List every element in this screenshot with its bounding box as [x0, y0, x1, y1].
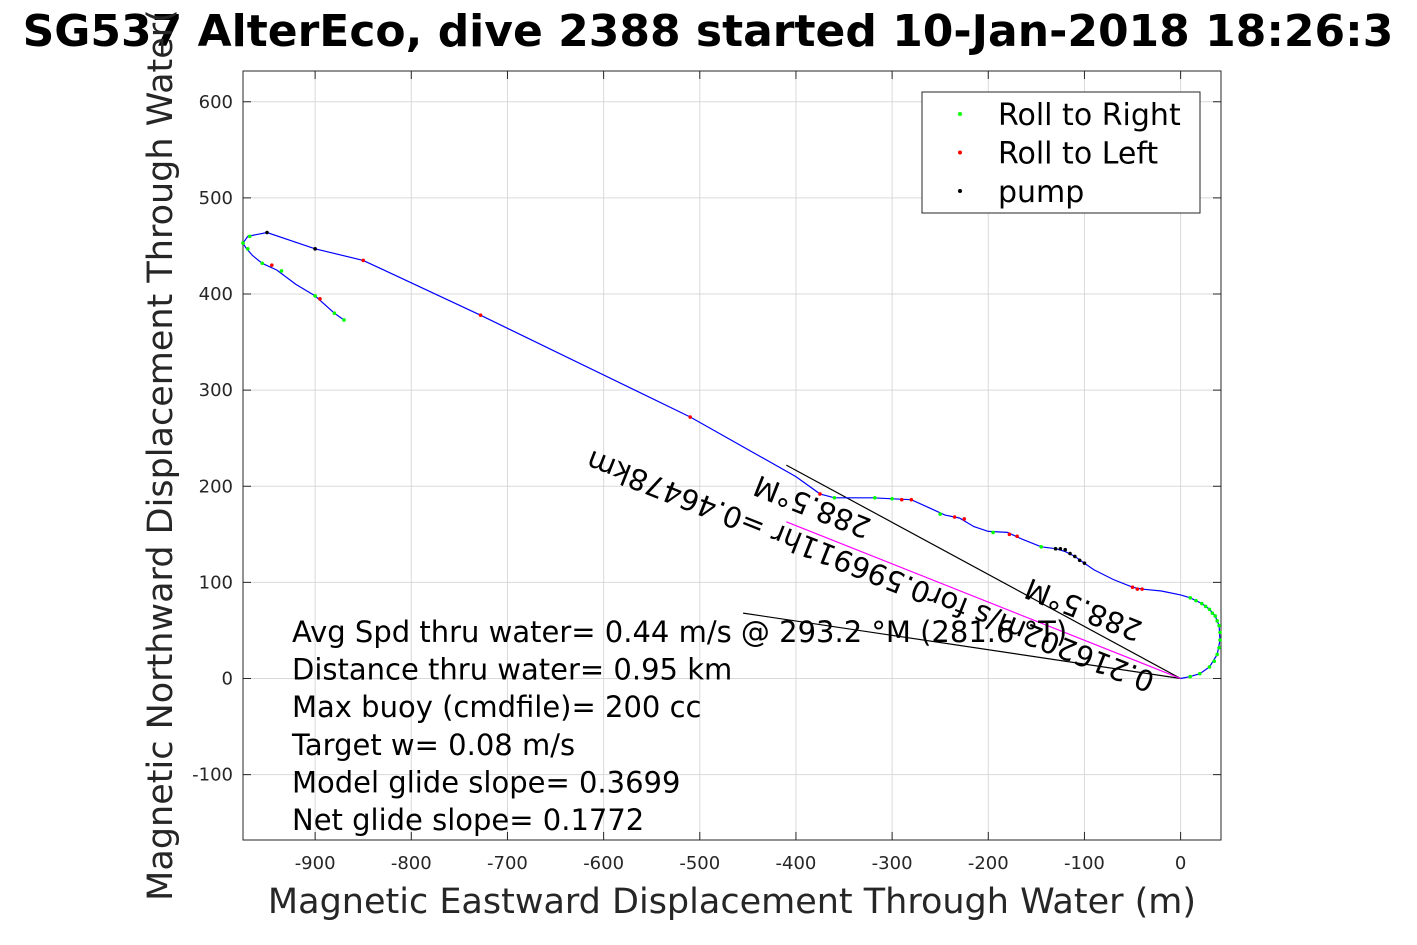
y-tick-label: 300: [199, 380, 233, 401]
grid: [243, 71, 1221, 840]
bearing-line: [743, 612, 1181, 680]
roll-to-left-point: [1140, 587, 1144, 591]
x-tick-label: -200: [968, 853, 1009, 874]
roll-to-right-point: [1213, 614, 1218, 618]
x-tick-label: -100: [1064, 853, 1105, 874]
roll-to-right-point: [313, 294, 317, 298]
stats-line: Target w= 0.08 m/s: [291, 728, 575, 762]
roll-to-right-point: [1188, 674, 1193, 679]
roll-to-left-point: [952, 515, 957, 519]
x-axis: -900 -800 -700 -600 -500 -400 -300 -200 -100 0: [295, 71, 1186, 874]
roll-to-right-point: [1199, 601, 1204, 606]
pump-point: [1063, 547, 1068, 552]
roll-to-right-point: [890, 496, 894, 501]
chart-title: SG537 AlterEco, dive 2388 started 10-Jan…: [23, 6, 1394, 57]
stats-annotation: Avg Spd thru water= 0.44 m/s @ 293.2 °M …: [291, 615, 1067, 837]
roll-to-right-point: [1217, 623, 1221, 628]
roll-to-right-point: [1207, 665, 1212, 669]
roll-to-right-point: [1215, 619, 1219, 623]
x-tick-label: -700: [487, 853, 528, 874]
roll-to-left-point: [318, 297, 322, 301]
roll-to-left-point: [1135, 587, 1140, 591]
roll-to-left-point: [1130, 585, 1135, 589]
x-tick-label: -800: [391, 853, 432, 874]
roll-to-right-point: [332, 311, 337, 316]
x-axis-label: Magnetic Eastward Displacement Through W…: [268, 882, 1196, 922]
y-tick-label: 100: [199, 572, 233, 593]
y-axis: -100 0 100 200 300 400 500 600: [192, 92, 1221, 786]
roll-to-right-point: [1215, 652, 1219, 657]
pump-point: [313, 247, 317, 251]
roll-to-left-point: [1007, 532, 1012, 537]
y-tick-label: 400: [199, 284, 233, 305]
bearing-line: [786, 464, 1181, 680]
x-tick-label: -500: [679, 853, 720, 874]
x-tick-label: -900: [295, 853, 336, 874]
roll-to-right-point: [991, 530, 995, 535]
roll-to-right-point: [1207, 607, 1212, 612]
pump-point: [265, 230, 269, 235]
roll-to-right-point: [1217, 645, 1221, 650]
pump-point: [1077, 558, 1082, 563]
roll-to-right-point: [246, 247, 250, 251]
roll-to-left-point: [270, 263, 274, 267]
bearing-line: [786, 521, 1181, 680]
x-tick-label: -300: [872, 853, 913, 874]
stats-line: Model glide slope= 0.3699: [292, 765, 680, 799]
roll-to-right-point: [1218, 630, 1222, 635]
roll-to-right-point: [1039, 545, 1043, 549]
legend-label: Roll to Left: [998, 137, 1158, 172]
roll-to-right-point: [247, 234, 252, 239]
roll-to-right-point: [1198, 671, 1202, 676]
roll-to-right-point: [1218, 638, 1222, 642]
stats-line: Distance thru water= 0.95 km: [292, 653, 732, 687]
y-axis-label: Magnetic Northward Displacement Through …: [141, 9, 181, 901]
roll-to-left-point: [818, 492, 822, 496]
y-tick-label: -100: [192, 765, 233, 786]
roll-to-left-point: [909, 497, 914, 502]
roll-to-left-point: [361, 258, 366, 263]
pump-point: [1068, 551, 1072, 556]
roll-to-right-point: [1188, 595, 1193, 600]
y-tick-label: 600: [199, 92, 233, 113]
roll-to-right-point: [1203, 604, 1208, 609]
roll-to-right-point: [342, 318, 346, 322]
roll-to-right-point: [260, 261, 265, 266]
x-tick-label: -600: [583, 853, 624, 874]
roll-to-right-point: [938, 512, 942, 516]
stats-line: Max buoy (cmdfile)= 200 cc: [292, 690, 701, 724]
legend-marker: [958, 112, 962, 116]
roll-to-left-point: [1015, 534, 1019, 539]
x-tick-label: -400: [776, 853, 817, 874]
roll-to-left-point: [899, 497, 904, 502]
roll-to-left-point: [478, 313, 483, 317]
legend-marker: [958, 189, 962, 193]
roll-to-left-point: [688, 415, 692, 419]
roll-to-right-point: [279, 269, 284, 273]
pump-point: [1082, 561, 1087, 565]
legend-label: Roll to Right: [998, 98, 1181, 133]
roll-to-left-point: [962, 517, 967, 521]
legend-box: [921, 91, 1201, 214]
roll-to-right-point: [241, 241, 245, 245]
roll-to-right-point: [1212, 659, 1217, 664]
roll-to-right-point: [1210, 611, 1215, 615]
roll-to-right-point: [832, 495, 837, 500]
pump-point: [1053, 546, 1058, 551]
x-tick-label: 0: [1175, 853, 1186, 874]
legend-label: pump: [998, 175, 1084, 210]
stats-line: Avg Spd thru water= 0.44 m/s @ 293.2 °M …: [292, 615, 1067, 649]
roll-to-right-point: [1194, 598, 1198, 603]
pump-point: [1073, 554, 1077, 559]
pump-point: [1058, 546, 1063, 551]
y-tick-label: 0: [222, 669, 233, 690]
legend-marker: [958, 150, 962, 155]
roll-to-right-point: [873, 495, 877, 500]
plot-area-frame: [242, 70, 1222, 841]
stats-line: Net glide slope= 0.1772: [292, 803, 644, 837]
y-tick-label: 200: [199, 476, 233, 497]
y-tick-label: 500: [199, 188, 233, 209]
